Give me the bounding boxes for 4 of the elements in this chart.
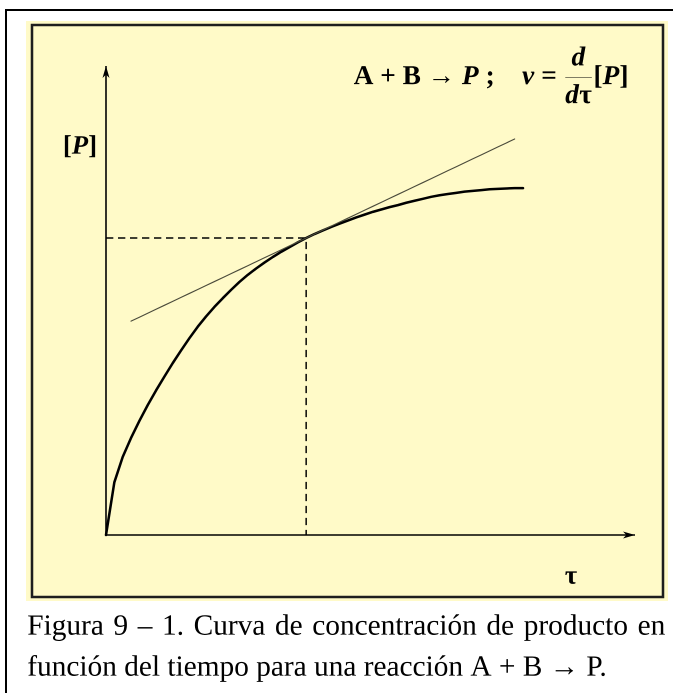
y-axis-title: [P] [64, 135, 96, 158]
x-axis-title: τ [565, 571, 577, 584]
text: Figura 9 – 1. Curva de concentración de producto en función del tiempo para una reacción A + B → P. [28, 614, 665, 682]
chart-title: $\textbf{A + B → \textit{P} ;}\quad\textbf{\textit{v} = }\frac{\textbf{\textit{d}}}{\textbf{\textit{d}τ}}\textbf{[\textit{P}]}$ [354, 46, 626, 104]
